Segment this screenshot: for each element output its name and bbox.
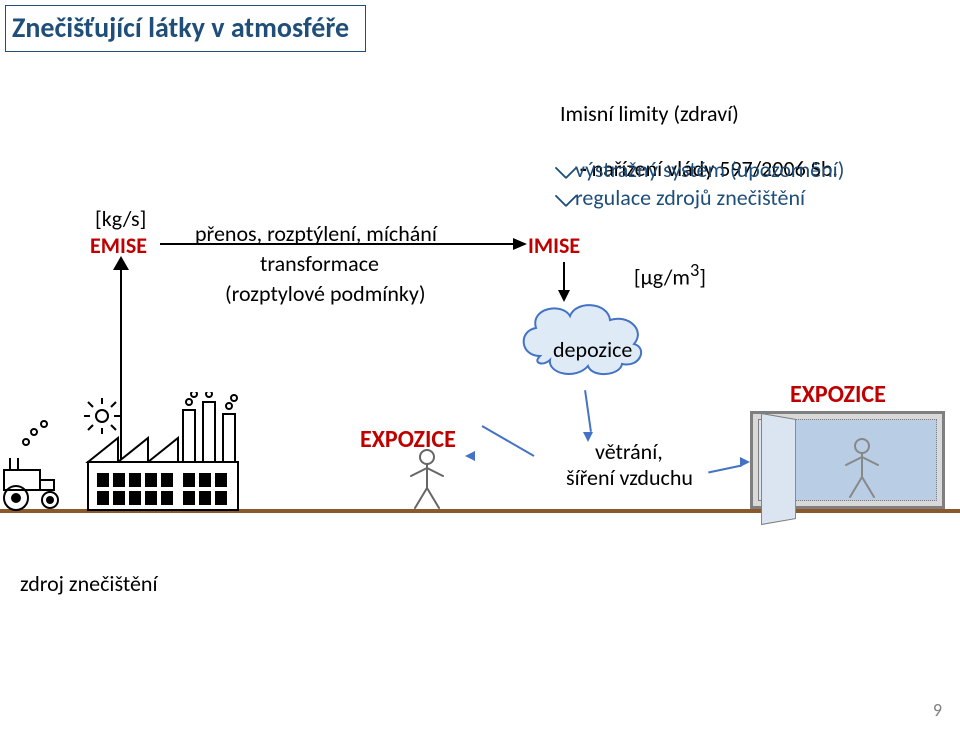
page-number: 9 xyxy=(933,699,942,721)
expozice-right-label: EXPOZICE xyxy=(790,380,886,409)
cloud-to-expozice-arrow xyxy=(482,425,535,457)
person-outdoor-icon xyxy=(405,448,449,510)
cloud-to-vent-arrow-head-icon xyxy=(583,432,593,442)
process-line2: transformace xyxy=(260,250,379,277)
house xyxy=(750,411,945,509)
imisni-line3: výstražný systém (upozornění) xyxy=(575,156,844,183)
process-line3: (rozptylové podmínky) xyxy=(225,280,426,307)
imise-down-arrow-shaft xyxy=(563,262,565,292)
slide-title-text: Znečišťující látky v atmosféře xyxy=(12,10,349,45)
slide-title-box: Znečišťující látky v atmosféře xyxy=(5,5,366,52)
depozice-label: depozice xyxy=(553,336,632,363)
emise-unit: [kg/s] xyxy=(95,205,146,232)
imisni-line1: Imisní limity (zdraví) xyxy=(560,100,739,127)
process-arrow-shaft xyxy=(160,243,515,245)
person-indoor-icon xyxy=(840,437,884,499)
imise-label: IMISE xyxy=(528,232,580,259)
source-label: zdroj znečištění xyxy=(20,570,158,597)
emise-arrow-head-icon xyxy=(113,256,129,270)
vent-to-house-arrow xyxy=(708,464,742,473)
emise-label: EMISE xyxy=(90,232,147,259)
imisni-line4: regulace zdrojů znečištění xyxy=(575,184,805,211)
cloud-to-expozice-arrow-head-icon xyxy=(465,451,475,461)
imise-unit-sup: 3 xyxy=(690,259,699,281)
vent-to-house-arrow-head-icon xyxy=(740,457,750,467)
ventilation-line2: šíření vzduchu xyxy=(566,464,693,491)
slide-stage: Znečišťující látky v atmosféře Imisní li… xyxy=(0,0,960,731)
cloud-to-vent-arrow xyxy=(584,390,592,432)
process-arrow-head-icon xyxy=(513,238,527,250)
ventilation-line1: větrání, xyxy=(595,438,663,465)
factory-tractor-icon xyxy=(0,392,258,514)
